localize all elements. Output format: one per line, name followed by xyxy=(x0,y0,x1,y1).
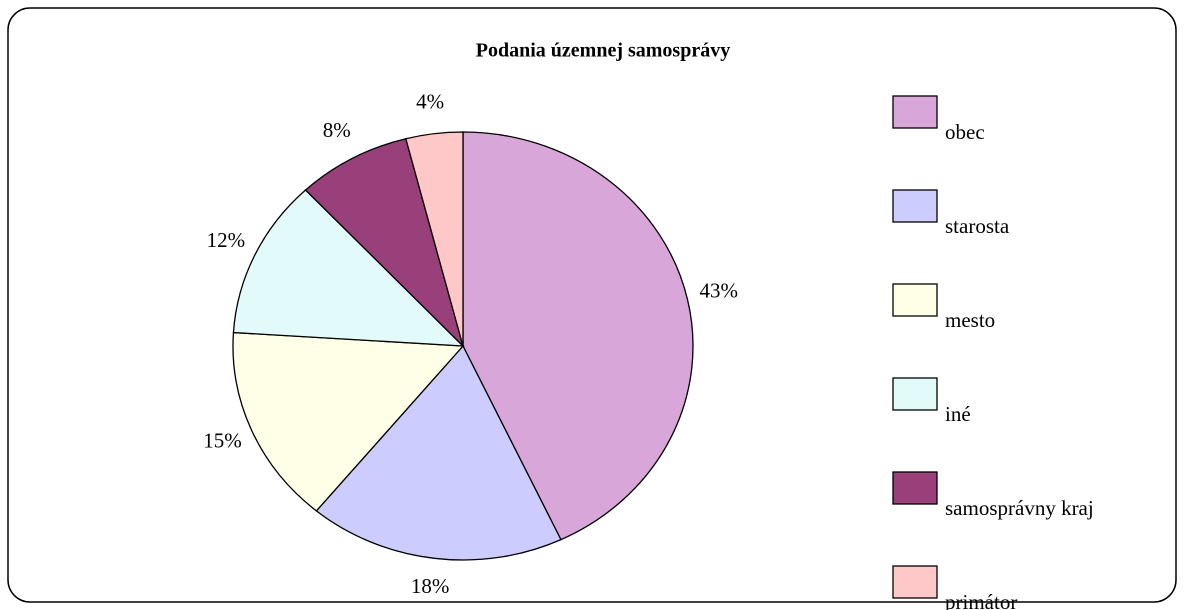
pie-slice xyxy=(304,137,465,349)
chart-title: Podania územnej samosprávy xyxy=(476,40,730,62)
legend-swatch xyxy=(892,377,938,411)
pie-slice xyxy=(232,331,465,512)
legend-swatch xyxy=(892,189,938,223)
pie-slice xyxy=(232,189,465,347)
legend-swatch xyxy=(892,283,938,317)
pie-slice xyxy=(462,131,694,541)
pie-slice xyxy=(404,131,464,347)
legend-label: mesto xyxy=(945,308,995,332)
legend-swatch xyxy=(892,471,938,505)
legend-label: primátor xyxy=(945,590,1017,610)
legend-swatch xyxy=(892,95,938,129)
data-label: 43% xyxy=(699,279,738,303)
data-label: 15% xyxy=(203,429,242,453)
legend-label: obec xyxy=(945,120,985,144)
legend-label: samosprávny kraj xyxy=(945,496,1094,520)
legend-label: iné xyxy=(945,402,971,426)
data-label: 12% xyxy=(207,228,246,252)
data-label: 4% xyxy=(416,90,444,114)
data-label: 8% xyxy=(323,118,351,142)
legend-swatch xyxy=(892,565,938,599)
legend-label: starosta xyxy=(945,214,1010,238)
pie-slice xyxy=(315,344,562,561)
data-label: 18% xyxy=(411,574,450,598)
